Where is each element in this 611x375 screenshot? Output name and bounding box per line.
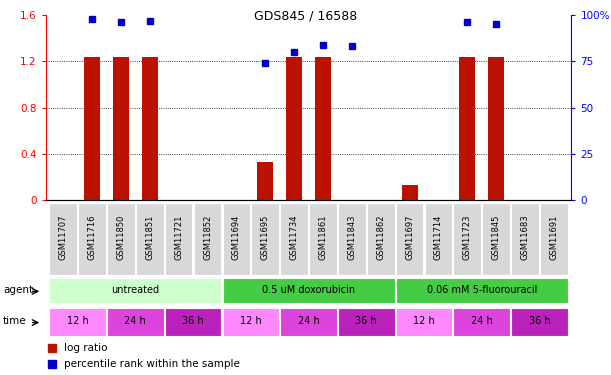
FancyBboxPatch shape	[49, 308, 106, 336]
FancyBboxPatch shape	[280, 308, 337, 336]
FancyBboxPatch shape	[107, 203, 135, 274]
FancyBboxPatch shape	[49, 278, 221, 303]
FancyBboxPatch shape	[338, 203, 366, 274]
Text: GSM11707: GSM11707	[59, 214, 68, 260]
FancyBboxPatch shape	[194, 203, 221, 274]
Bar	[142, 57, 158, 200]
Text: GSM11691: GSM11691	[549, 214, 558, 260]
Text: GSM11721: GSM11721	[174, 214, 183, 260]
Text: GSM11697: GSM11697	[405, 214, 414, 260]
FancyBboxPatch shape	[453, 308, 510, 336]
Bar	[84, 57, 100, 200]
FancyBboxPatch shape	[280, 203, 308, 274]
Text: 0.06 mM 5-fluorouracil: 0.06 mM 5-fluorouracil	[426, 285, 537, 295]
Bar	[488, 57, 504, 200]
Bar	[401, 185, 417, 200]
FancyBboxPatch shape	[136, 203, 164, 274]
FancyBboxPatch shape	[338, 308, 395, 336]
FancyBboxPatch shape	[511, 203, 539, 274]
Text: 12 h: 12 h	[240, 316, 262, 326]
FancyBboxPatch shape	[482, 203, 510, 274]
Text: GSM11850: GSM11850	[116, 214, 125, 260]
Text: agent: agent	[3, 285, 33, 295]
FancyBboxPatch shape	[396, 308, 452, 336]
FancyBboxPatch shape	[425, 203, 452, 274]
FancyBboxPatch shape	[78, 203, 106, 274]
FancyBboxPatch shape	[222, 278, 395, 303]
FancyBboxPatch shape	[396, 203, 423, 274]
FancyBboxPatch shape	[540, 203, 568, 274]
FancyBboxPatch shape	[511, 308, 568, 336]
Text: GSM11714: GSM11714	[434, 214, 443, 260]
Text: log ratio: log ratio	[64, 343, 108, 353]
Text: 12 h: 12 h	[67, 316, 89, 326]
Bar	[459, 57, 475, 200]
FancyBboxPatch shape	[453, 203, 481, 274]
Text: GSM11861: GSM11861	[318, 214, 327, 260]
Text: 0.5 uM doxorubicin: 0.5 uM doxorubicin	[262, 285, 355, 295]
FancyBboxPatch shape	[222, 308, 279, 336]
FancyBboxPatch shape	[107, 308, 164, 336]
Bar	[315, 57, 331, 200]
Text: GSM11734: GSM11734	[290, 214, 299, 260]
Text: time: time	[3, 316, 27, 326]
Text: GSM11716: GSM11716	[87, 214, 97, 260]
Text: GSM11695: GSM11695	[261, 214, 269, 260]
Text: GSM11843: GSM11843	[348, 214, 356, 260]
Text: 12 h: 12 h	[413, 316, 435, 326]
FancyBboxPatch shape	[222, 203, 251, 274]
Text: 24 h: 24 h	[298, 316, 320, 326]
FancyBboxPatch shape	[165, 308, 221, 336]
Text: GSM11851: GSM11851	[145, 214, 154, 260]
FancyBboxPatch shape	[49, 203, 77, 274]
Text: percentile rank within the sample: percentile rank within the sample	[64, 359, 240, 369]
Text: GSM11683: GSM11683	[521, 214, 530, 260]
Bar	[286, 57, 302, 200]
Text: GSM11723: GSM11723	[463, 214, 472, 260]
Text: 24 h: 24 h	[471, 316, 492, 326]
Text: GSM11862: GSM11862	[376, 214, 385, 260]
FancyBboxPatch shape	[251, 203, 279, 274]
FancyBboxPatch shape	[367, 203, 395, 274]
FancyBboxPatch shape	[309, 203, 337, 274]
FancyBboxPatch shape	[165, 203, 192, 274]
Text: 36 h: 36 h	[529, 316, 551, 326]
Text: GSM11852: GSM11852	[203, 214, 212, 260]
Text: untreated: untreated	[111, 285, 159, 295]
Text: GSM11694: GSM11694	[232, 214, 241, 260]
Text: 36 h: 36 h	[182, 316, 204, 326]
Text: 24 h: 24 h	[125, 316, 146, 326]
Bar	[113, 57, 129, 200]
FancyBboxPatch shape	[396, 278, 568, 303]
Text: GDS845 / 16588: GDS845 / 16588	[254, 9, 357, 22]
Text: GSM11845: GSM11845	[492, 214, 501, 260]
Bar	[257, 162, 273, 200]
Text: 36 h: 36 h	[356, 316, 377, 326]
